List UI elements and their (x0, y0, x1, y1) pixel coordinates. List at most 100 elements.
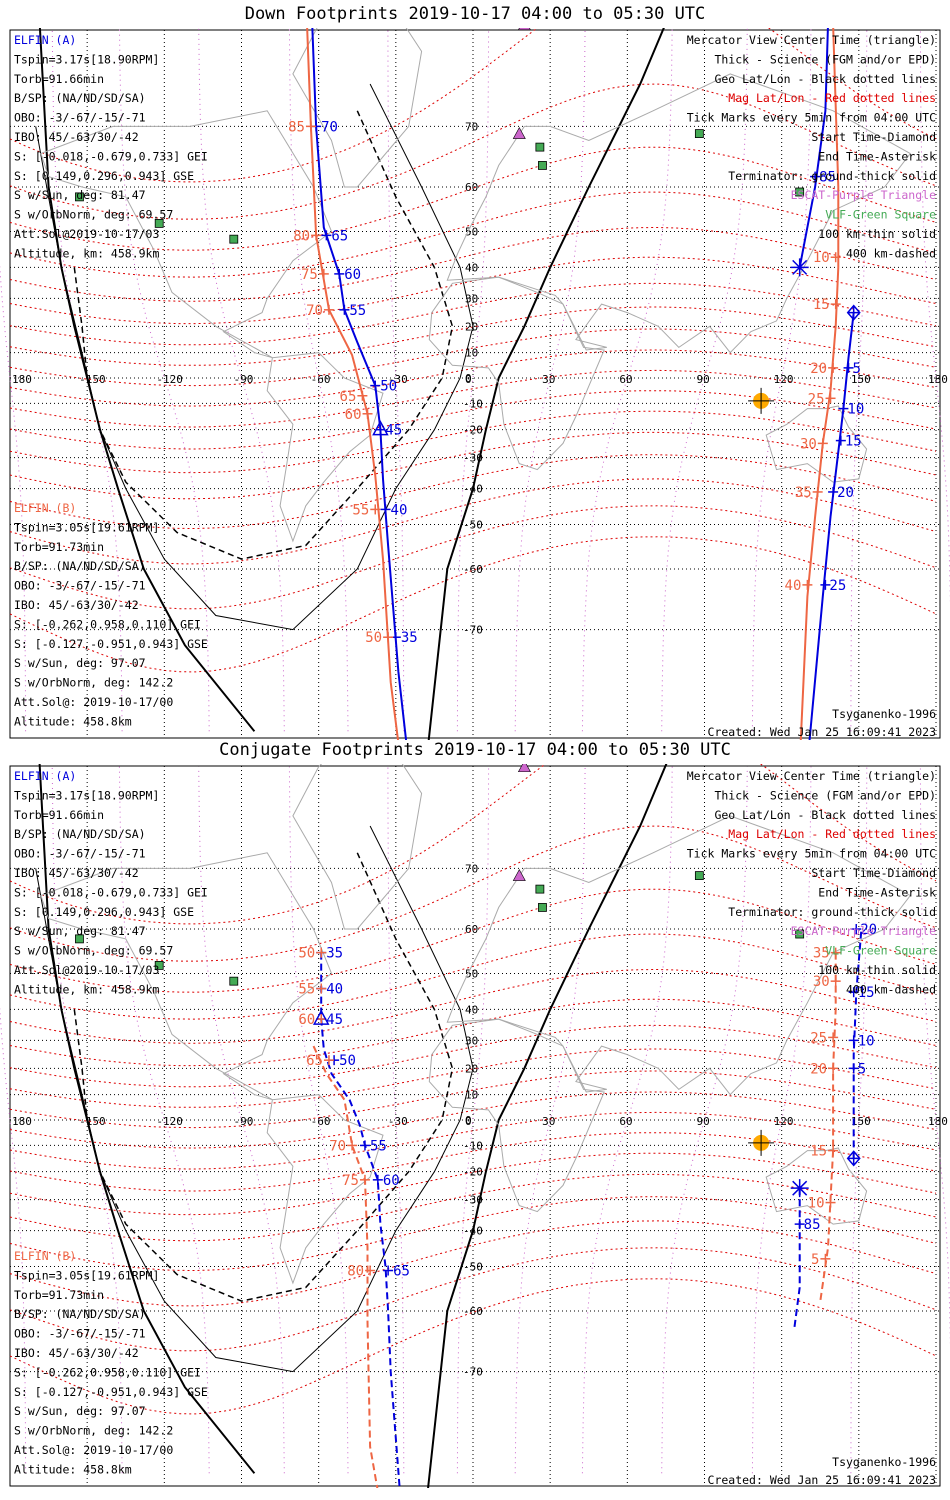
lat-tick-label: 60 (465, 181, 478, 194)
continent-outline (446, 815, 912, 1096)
elfin-a-info-line: Altitude, km: 458.9km (14, 246, 159, 260)
legend-line: ESCAT-Purple Triangle (791, 924, 936, 938)
continent-outline (40, 110, 333, 359)
mag-parallel (9, 369, 937, 428)
elfin-a-info-line: OBO: -3/-67/-15/-71 (14, 111, 146, 125)
elfin-a-time-label: 35 (326, 946, 343, 962)
vlf-site-marker (75, 934, 84, 944)
elfin-b-time-label: 25 (810, 1030, 827, 1046)
mag-parallel (9, 536, 937, 673)
lon-tick-label: -120 (156, 373, 183, 386)
lon-tick-label: 30 (542, 1115, 555, 1128)
mag-meridian (751, 28, 812, 732)
elfin-a-time-label: 70 (321, 119, 338, 135)
vlf-site-marker (694, 129, 704, 138)
elfin-b-info-line: Altitude: 458.8km (14, 714, 132, 728)
elfin-b-info-line: S w/OrbNorm, deg: 142.2 (14, 676, 173, 690)
elfin-b-time-label: 85 (288, 119, 305, 135)
footprint-map-conjugate: 180 -150 -120 -90 -60 -30 0 30 60 90 120 150 180 70 60… (0, 764, 950, 1488)
elfin-b-track-west (306, 28, 400, 740)
elfin-b-time-label: 80 (347, 1264, 364, 1280)
elfin-b-info-line: S: [-0.127,-0.951,0.943] GSE (14, 637, 208, 651)
elfin-a-time-label: 50 (339, 1053, 356, 1069)
mag-parallel (9, 1220, 937, 1307)
continent-outline (40, 852, 333, 1101)
elfin-b-info-line: S w/Sun, deg: 97.07 (14, 656, 146, 670)
vlf-site-marker (535, 142, 545, 152)
elfin-b-time-label: 30 (813, 974, 830, 990)
elfin-b-info-line: B/SP: (NA/ND/SD/SA) (14, 559, 146, 573)
mag-meridian (288, 766, 349, 1474)
mag-parallel (9, 328, 937, 387)
elfin-a-time-label: 5 (858, 1061, 866, 1077)
elfin-a-center-triangle (372, 420, 389, 436)
legend-line: End Time-Asterisk (818, 885, 936, 899)
elfin-b-time-label: 70 (329, 1138, 346, 1154)
elfin-a-time-label: 5 (853, 361, 861, 377)
elfin-a-start-diamond (846, 304, 861, 321)
legend-line: End Time-Asterisk (818, 149, 936, 163)
elfin-a-time-label: 50 (380, 379, 397, 395)
elfin-b-info-line: B/SP: (NA/ND/SD/SA) (14, 1307, 146, 1321)
continent-outline (428, 1018, 605, 1213)
altitude-400km-arc (73, 110, 454, 560)
vlf-site-marker (538, 903, 547, 912)
elfin-a-info-line: Tspin=3.17s[18.90RPM] (14, 52, 159, 66)
legend-line: Mag Lat/Lon - Red dotted lines (728, 827, 936, 841)
elfin-a-time-label: 10 (858, 1033, 875, 1049)
elfin-b-time-label: 25 (808, 391, 825, 407)
lon-tick-label: -150 (79, 1115, 106, 1128)
mag-parallel (9, 1173, 937, 1242)
vlf-site-marker (694, 871, 704, 880)
elfin-a-info-line: ELFIN (A) (14, 769, 76, 783)
mag-parallel (9, 1024, 937, 1088)
lat-tick-label: 0 (465, 1114, 472, 1127)
mag-parallel (9, 888, 937, 993)
lat-tick-label: 50 (465, 225, 478, 238)
mag-parallel (9, 1132, 937, 1192)
elfin-b-info-line: IBO: 45/-63/30/-42 (14, 1346, 139, 1360)
legend-line: ESCAT-Purple Triangle (791, 188, 936, 202)
mag-parallel (9, 933, 937, 1020)
elfin-a-start-diamond (846, 1150, 861, 1167)
lon-tick-label: -90 (234, 373, 254, 386)
lat-tick-label: 50 (465, 967, 478, 980)
terminator-east (427, 764, 668, 1488)
mag-meridian (751, 766, 812, 1474)
altitude-400km-arc (73, 852, 454, 1302)
elfin-a-time-label: 65 (331, 228, 348, 244)
mag-meridian (288, 28, 349, 732)
lon-tick-label: 60 (619, 1115, 632, 1128)
elfin-a-time-label: 55 (370, 1138, 387, 1154)
elfin-b-time-label: 35 (795, 485, 812, 501)
elfin-b-info-line: ELFIN (B) (14, 1249, 76, 1263)
elfin-a-end-asterisk (790, 258, 809, 277)
map-frame (9, 765, 941, 1487)
elfin-a-track-east-south (793, 1188, 801, 1328)
vlf-site-marker (75, 192, 84, 202)
legend-line: 100 km-thin solid (818, 227, 936, 241)
legend-line: Geo Lat/Lon - Black dotted lines (714, 72, 936, 86)
elfin-a-time-label: 60 (383, 1173, 400, 1189)
elfin-b-info-line: Torb=91.73min (14, 540, 104, 554)
lon-tick-label: 120 (774, 1115, 794, 1128)
sun-rays (748, 387, 775, 414)
lat-tick-label: -60 (463, 563, 483, 576)
lat-tick-label: -70 (463, 624, 483, 637)
elfin-b-time-label: 30 (800, 436, 817, 452)
elfin-a-time-label: 40 (391, 502, 408, 518)
sun-rays (748, 1129, 775, 1156)
elfin-a-info-line: OBO: -3/-67/-15/-71 (14, 847, 146, 861)
legend-line: Terminator: ground-thick solid (728, 169, 936, 183)
elfin-a-info-line: Altitude, km: 458.9km (14, 982, 159, 996)
legend-line: Thick - Science (FGM and/or EPD) (714, 788, 936, 802)
elfin-b-info-line: OBO: -3/-67/-15/-71 (14, 579, 146, 593)
elfin-b-time-label: 80 (293, 228, 310, 244)
elfin-a-time-label: 20 (837, 485, 854, 501)
elfin-a-info-line: S: [-0.018,-0.679,0.733] GEI (14, 885, 208, 899)
mag-parallel (9, 410, 937, 474)
legend-line: Mercator View Center Time (triangle) (687, 769, 936, 783)
lat-tick-label: 70 (465, 862, 478, 875)
mag-parallel (9, 1196, 937, 1272)
elfin-b-time-label: 15 (810, 1144, 827, 1160)
